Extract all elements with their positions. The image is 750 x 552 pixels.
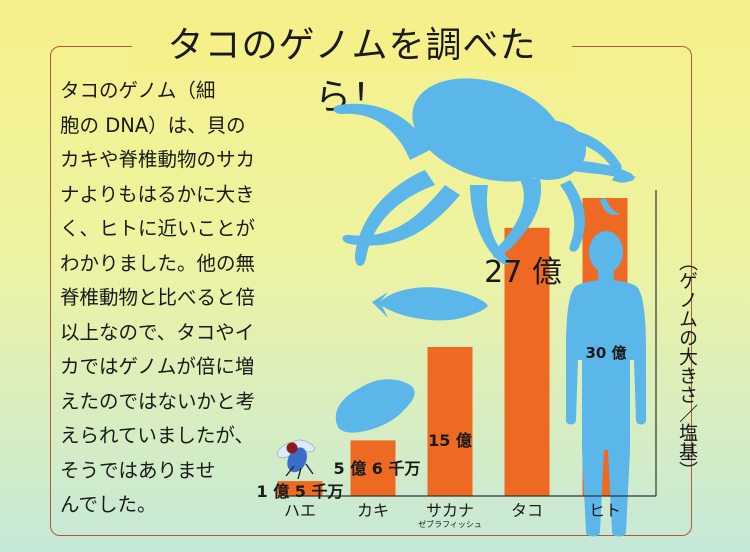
fly-icon: [276, 439, 315, 480]
fish-icon: [372, 287, 488, 321]
value-label: 27 億: [484, 255, 562, 290]
bar-3: [427, 347, 473, 496]
oyster-icon: [335, 379, 415, 433]
category-label: ハエ: [284, 501, 316, 520]
bar-4: [504, 227, 550, 497]
category-label: カキ: [357, 501, 389, 520]
y-axis-label: （ゲノムの大きさ／塩基）: [676, 252, 698, 480]
category-label: サカナ: [426, 501, 474, 520]
category-label: タコ: [511, 501, 543, 520]
bar-2: [350, 440, 396, 496]
value-label: 30 億: [585, 344, 626, 362]
description-text: タコのゲノム（細 胞の DNA）は、貝の カキや脊椎動物のサカ ナよりもはるかに…: [60, 79, 256, 516]
value-label: 15 億: [428, 431, 472, 450]
value-label: 1 億 5 千万: [257, 482, 344, 501]
bar-1: [277, 481, 323, 496]
category-label: ヒト: [589, 501, 621, 520]
category-note: ゼブラフィッシュ: [418, 519, 482, 529]
value-label: 5 億 6 千万: [334, 459, 421, 478]
octopus-icon: [333, 78, 636, 266]
human-icon: [566, 231, 646, 537]
